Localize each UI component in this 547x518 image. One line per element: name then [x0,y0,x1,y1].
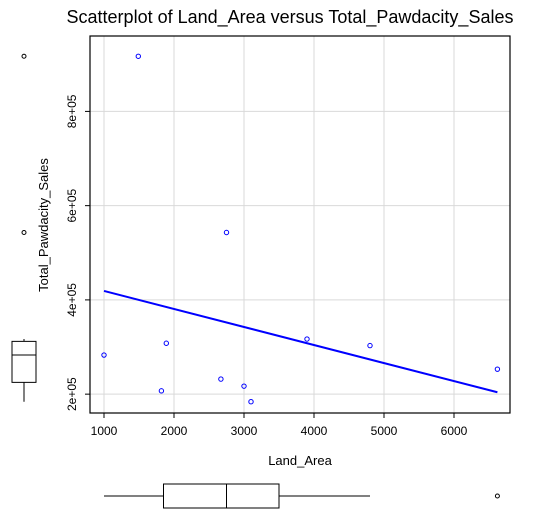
trend-line [103,289,498,394]
trend-line-group [103,289,498,394]
x-tick-label: 4000 [301,424,328,438]
y-marginal-boxplot [11,53,37,402]
data-point [248,398,254,405]
data-point [158,388,165,394]
x-axis-ticks: 1000 2000 3000 4000 5000 6000 [91,413,468,438]
grid-lines [90,36,510,413]
data-point [218,376,224,382]
y-tick-label: 6e+05 [65,188,79,222]
y-axis-label: Total_Pawdacity_Sales [36,158,51,292]
data-point [223,229,230,236]
y-tick-label: 8e+05 [65,94,79,128]
x-tick-label: 1000 [91,424,118,438]
x-tick-label: 5000 [371,424,398,438]
data-point [304,336,310,342]
x-boxplot-outlier [494,493,500,499]
data-point [241,383,247,389]
x-boxplot-box [163,483,280,509]
data-point [163,340,170,346]
data-point [101,352,107,358]
data-point [367,342,373,349]
plot-frame [89,35,511,414]
data-points [101,53,501,405]
y-tick-label: 4e+05 [65,283,79,317]
chart-title: Scatterplot of Land_Area versus Total_Pa… [67,7,514,28]
data-point [494,366,501,372]
x-tick-label: 2000 [161,424,188,438]
y-boxplot-box [11,340,37,383]
x-tick-label: 3000 [231,424,258,438]
data-point [135,53,142,59]
x-marginal-boxplot [104,483,500,509]
y-axis-ticks: 2e+05 4e+05 6e+05 8e+05 [65,94,90,411]
x-axis-label: Land_Area [268,453,332,468]
y-tick-label: 2e+05 [65,377,79,411]
x-tick-label: 6000 [441,424,468,438]
y-boxplot-outlier [21,230,27,236]
y-boxplot-outlier [21,53,27,59]
